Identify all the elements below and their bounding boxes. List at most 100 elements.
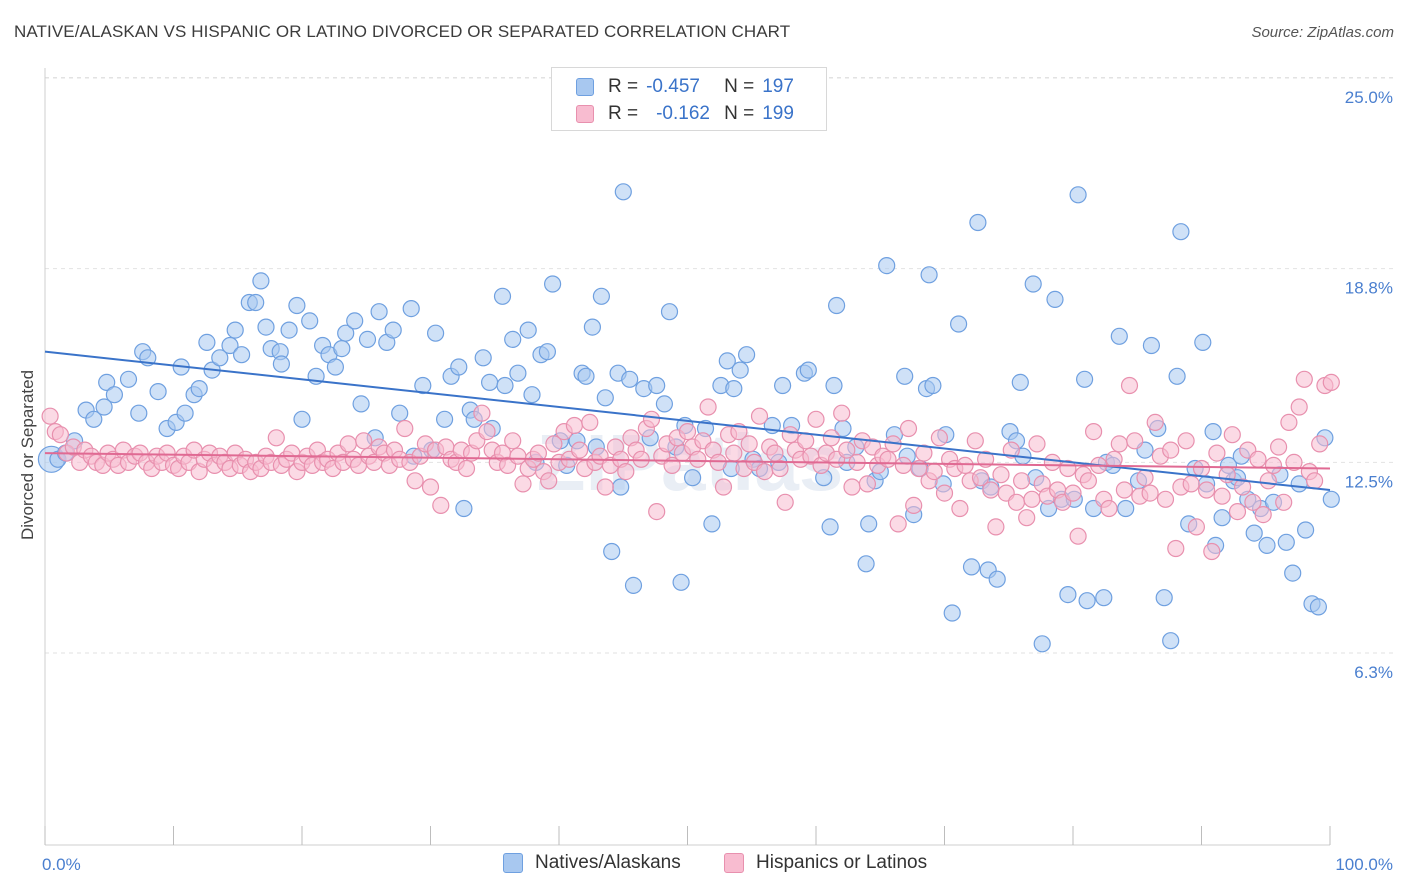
point-hispanics [1110,435,1128,453]
point-hispanics [1177,432,1195,450]
point-natives [672,573,690,591]
point-natives [493,287,512,305]
point-natives [436,410,454,428]
point-hispanics [1007,493,1026,511]
point-natives [198,333,216,351]
point-hispanics [740,435,758,453]
point-hispanics [838,441,856,459]
point-hispanics [1043,453,1062,471]
point-natives [272,355,290,373]
point-hispanics [894,456,913,474]
point-natives [592,287,611,305]
point-natives [821,518,839,536]
point-natives [949,315,968,333]
point-hispanics [545,435,563,453]
point-natives [333,340,351,358]
point-hispanics [1203,542,1221,561]
point-natives [943,604,961,622]
point-hispanics [858,475,877,493]
point-hispanics [992,466,1010,484]
point-natives [1162,632,1180,650]
point-natives [288,296,306,315]
series-legend-hispanics[interactable]: Hispanics or Latinos [724,852,927,874]
point-hispanics [648,503,666,521]
point-natives [402,300,420,318]
point-natives [1245,524,1263,542]
point-natives [648,376,666,395]
point-natives [1078,592,1096,610]
point-natives [860,515,878,533]
point-hispanics [396,419,414,438]
point-hispanics [951,499,969,518]
point-hispanics [1192,459,1211,478]
legend-swatch-natives [576,78,594,96]
point-hispanics [971,469,990,487]
point-natives [346,312,364,330]
point-hispanics [987,518,1005,536]
point-natives [1155,589,1173,607]
point-natives [1322,490,1340,508]
point-natives [85,410,103,428]
point-natives [583,318,602,336]
series-legend-natives[interactable]: Natives/Alaskans [503,852,681,874]
point-hispanics [514,475,532,493]
point-hispanics [457,459,476,478]
point-hispanics [1012,472,1031,490]
point-natives [1168,367,1186,385]
point-natives [920,266,938,284]
point-natives [519,321,537,339]
point-hispanics [766,444,784,462]
correlation-legend: R = -0.457 N = 197 R = -0.162 N = 199 [551,67,827,131]
point-hispanics [1187,518,1206,536]
point-natives [105,386,124,404]
trend-line-hispanics [44,452,1331,470]
point-natives [737,346,756,364]
point-hispanics [1280,413,1298,431]
chart-title: NATIVE/ALASKAN VS HISPANIC OR LATINO DIV… [14,22,791,41]
point-natives [827,296,846,315]
point-natives [1213,509,1231,527]
series-label-natives: Natives/Alaskans [535,852,681,873]
point-natives [857,555,875,573]
point-natives [496,376,514,395]
point-hispanics [1249,450,1267,468]
point-natives [1117,499,1135,518]
point-hispanics [1254,505,1272,524]
point-hispanics [709,453,727,471]
series-legend: Natives/Alaskans Hispanics or Latinos [0,852,1406,878]
series-label-hispanics: Hispanics or Latinos [756,852,928,873]
point-hispanics [755,463,774,481]
point-hispanics [1197,481,1216,499]
point-natives [190,380,208,398]
point-natives [1033,635,1051,653]
point-hispanics [899,419,918,438]
point-natives [252,272,270,290]
point-natives [1296,521,1315,539]
point-natives [1194,333,1212,351]
point-natives [725,380,743,398]
y-tick-label: 12.5% [1345,472,1393,491]
trend-line-natives [44,350,1331,492]
point-hispanics [750,407,769,425]
point-hispanics [617,463,635,481]
point-hispanics [725,444,743,462]
point-hispanics [570,441,589,459]
point-hispanics [1167,539,1185,558]
point-hispanics [1182,475,1200,493]
point-hispanics [935,484,954,502]
y-axis-title: Divorced or Separated [18,370,37,540]
point-hispanics [478,423,496,441]
point-natives [1284,564,1302,582]
point-natives [293,410,311,428]
point-natives [481,373,499,391]
point-natives [825,376,843,395]
point-hispanics [905,496,923,514]
point-natives [969,213,987,232]
y-tick-label: 18.8% [1345,279,1393,298]
point-natives [119,370,138,388]
point-natives [280,321,298,339]
point-hispanics [642,410,661,428]
point-hispanics [1233,478,1252,496]
legend-n-label: N = [724,103,755,124]
